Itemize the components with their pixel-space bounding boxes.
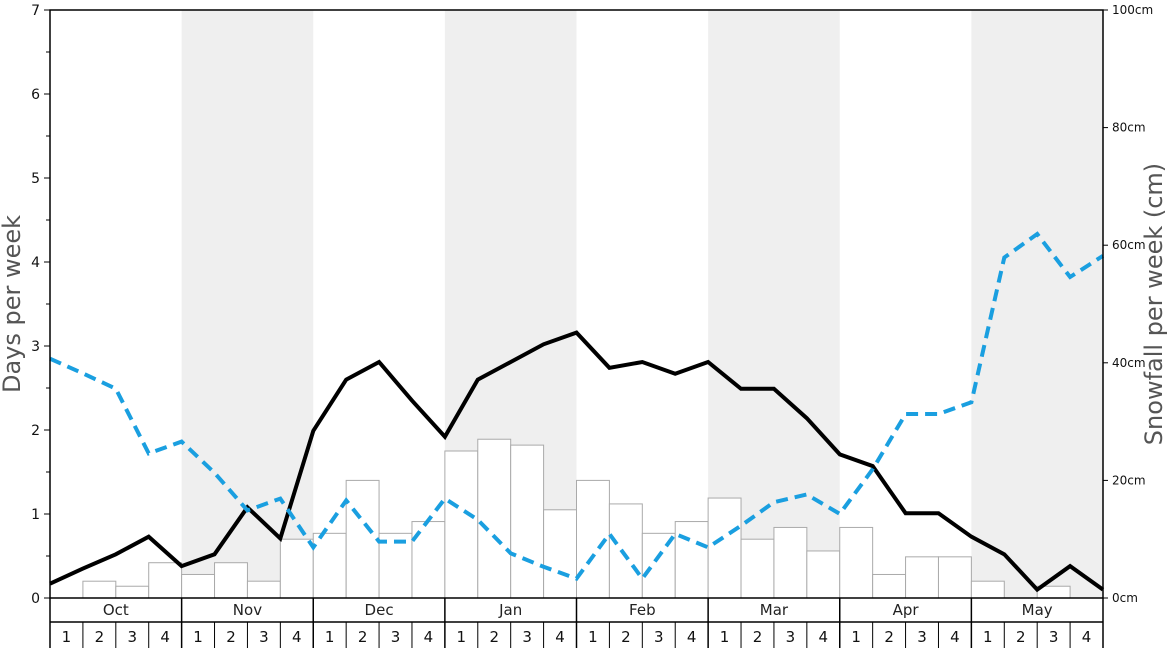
month-label: Feb (629, 601, 656, 619)
week-label: 4 (950, 628, 960, 646)
week-label: 2 (753, 628, 763, 646)
snow-days-line (49, 330, 1105, 593)
week-label: 2 (226, 628, 236, 646)
week-label: 2 (95, 628, 105, 646)
week-label: 3 (654, 628, 664, 646)
week-label: 4 (292, 628, 302, 646)
month-label: Mar (760, 601, 789, 619)
y-tick-label: 6 (31, 87, 40, 103)
week-label: 3 (127, 628, 137, 646)
series-lines (49, 231, 1105, 593)
y-tick-label: 1 (31, 507, 40, 523)
week-label: 1 (851, 628, 861, 646)
y-axis-right: 0cm 20cm 40cm 60cm 80cm 100cm (1103, 3, 1153, 605)
week-label: 3 (391, 628, 401, 646)
y-tick-label: 5 (31, 171, 40, 187)
week-label: 4 (424, 628, 434, 646)
week-label: 2 (1016, 628, 1026, 646)
bar (905, 556, 939, 599)
month-label: Jan (498, 601, 522, 619)
week-label: 3 (917, 628, 927, 646)
week-label: 1 (325, 628, 335, 646)
bar (115, 585, 150, 599)
bar (806, 550, 841, 599)
y2-tick-label: 40cm (1112, 356, 1146, 370)
week-label: 1 (457, 628, 467, 646)
week-label: 1 (62, 628, 72, 646)
bar (543, 509, 577, 599)
month-label: Dec (365, 601, 394, 619)
bar (970, 580, 1005, 599)
month-label: May (1022, 601, 1053, 619)
bar (181, 573, 216, 599)
y2-tick-label: 60cm (1112, 238, 1146, 252)
week-label: 3 (1049, 628, 1059, 646)
week-label: 3 (522, 628, 532, 646)
y-axis-title: Days per week (0, 215, 26, 393)
week-label: 2 (884, 628, 894, 646)
y-tick-label: 7 (31, 3, 40, 19)
bar (674, 521, 709, 599)
week-label: 2 (358, 628, 368, 646)
y2-tick-label: 100cm (1112, 3, 1153, 17)
y2-axis-title: Snowfall per week (cm) (1140, 163, 1168, 445)
bar (279, 538, 314, 599)
week-label: 3 (786, 628, 796, 646)
week-label: 2 (621, 628, 631, 646)
bar (839, 526, 874, 599)
y-tick-label: 0 (31, 591, 40, 607)
month-band (971, 10, 1103, 598)
bar (477, 438, 512, 599)
week-label: 2 (489, 628, 499, 646)
bar (773, 526, 808, 599)
bar (740, 538, 775, 599)
x-axis: Oct 1 2 3 4 Nov 1 2 3 4 Dec 1 2 3 4 Jan 1 2 3 4 Feb 1 2 3 4 Mar 1 2… (49, 598, 1104, 648)
month-label: Nov (233, 601, 262, 619)
week-label: 4 (1082, 628, 1092, 646)
bar (378, 532, 413, 599)
y2-tick-label: 0cm (1112, 591, 1138, 605)
bar (82, 580, 117, 599)
bar (872, 573, 907, 599)
bar (707, 497, 742, 599)
week-label: 4 (819, 628, 829, 646)
y-tick-label: 3 (31, 339, 40, 355)
month-bands (181, 10, 1103, 598)
y-axis-left: 0 1 2 3 4 5 6 7 (31, 3, 50, 607)
week-label: 1 (983, 628, 993, 646)
week-label: 4 (160, 628, 170, 646)
y-tick-label: 4 (31, 255, 40, 271)
week-label: 4 (555, 628, 565, 646)
week-label: 1 (588, 628, 598, 646)
month-label: Apr (893, 601, 920, 619)
bar (510, 444, 545, 599)
bar (148, 562, 183, 599)
week-label: 1 (720, 628, 730, 646)
bar (246, 580, 281, 599)
bar (444, 450, 479, 599)
y-tick-label: 2 (31, 423, 40, 439)
bar (214, 562, 248, 599)
bar (312, 532, 347, 599)
week-label: 3 (259, 628, 269, 646)
y2-tick-label: 20cm (1112, 473, 1146, 487)
bar (608, 503, 643, 599)
week-label: 1 (193, 628, 203, 646)
y2-tick-label: 80cm (1112, 121, 1146, 135)
bar (937, 556, 972, 599)
month-label: Oct (103, 601, 129, 619)
week-label: 4 (687, 628, 697, 646)
snowfall-line (49, 231, 1105, 582)
bar (345, 479, 380, 599)
